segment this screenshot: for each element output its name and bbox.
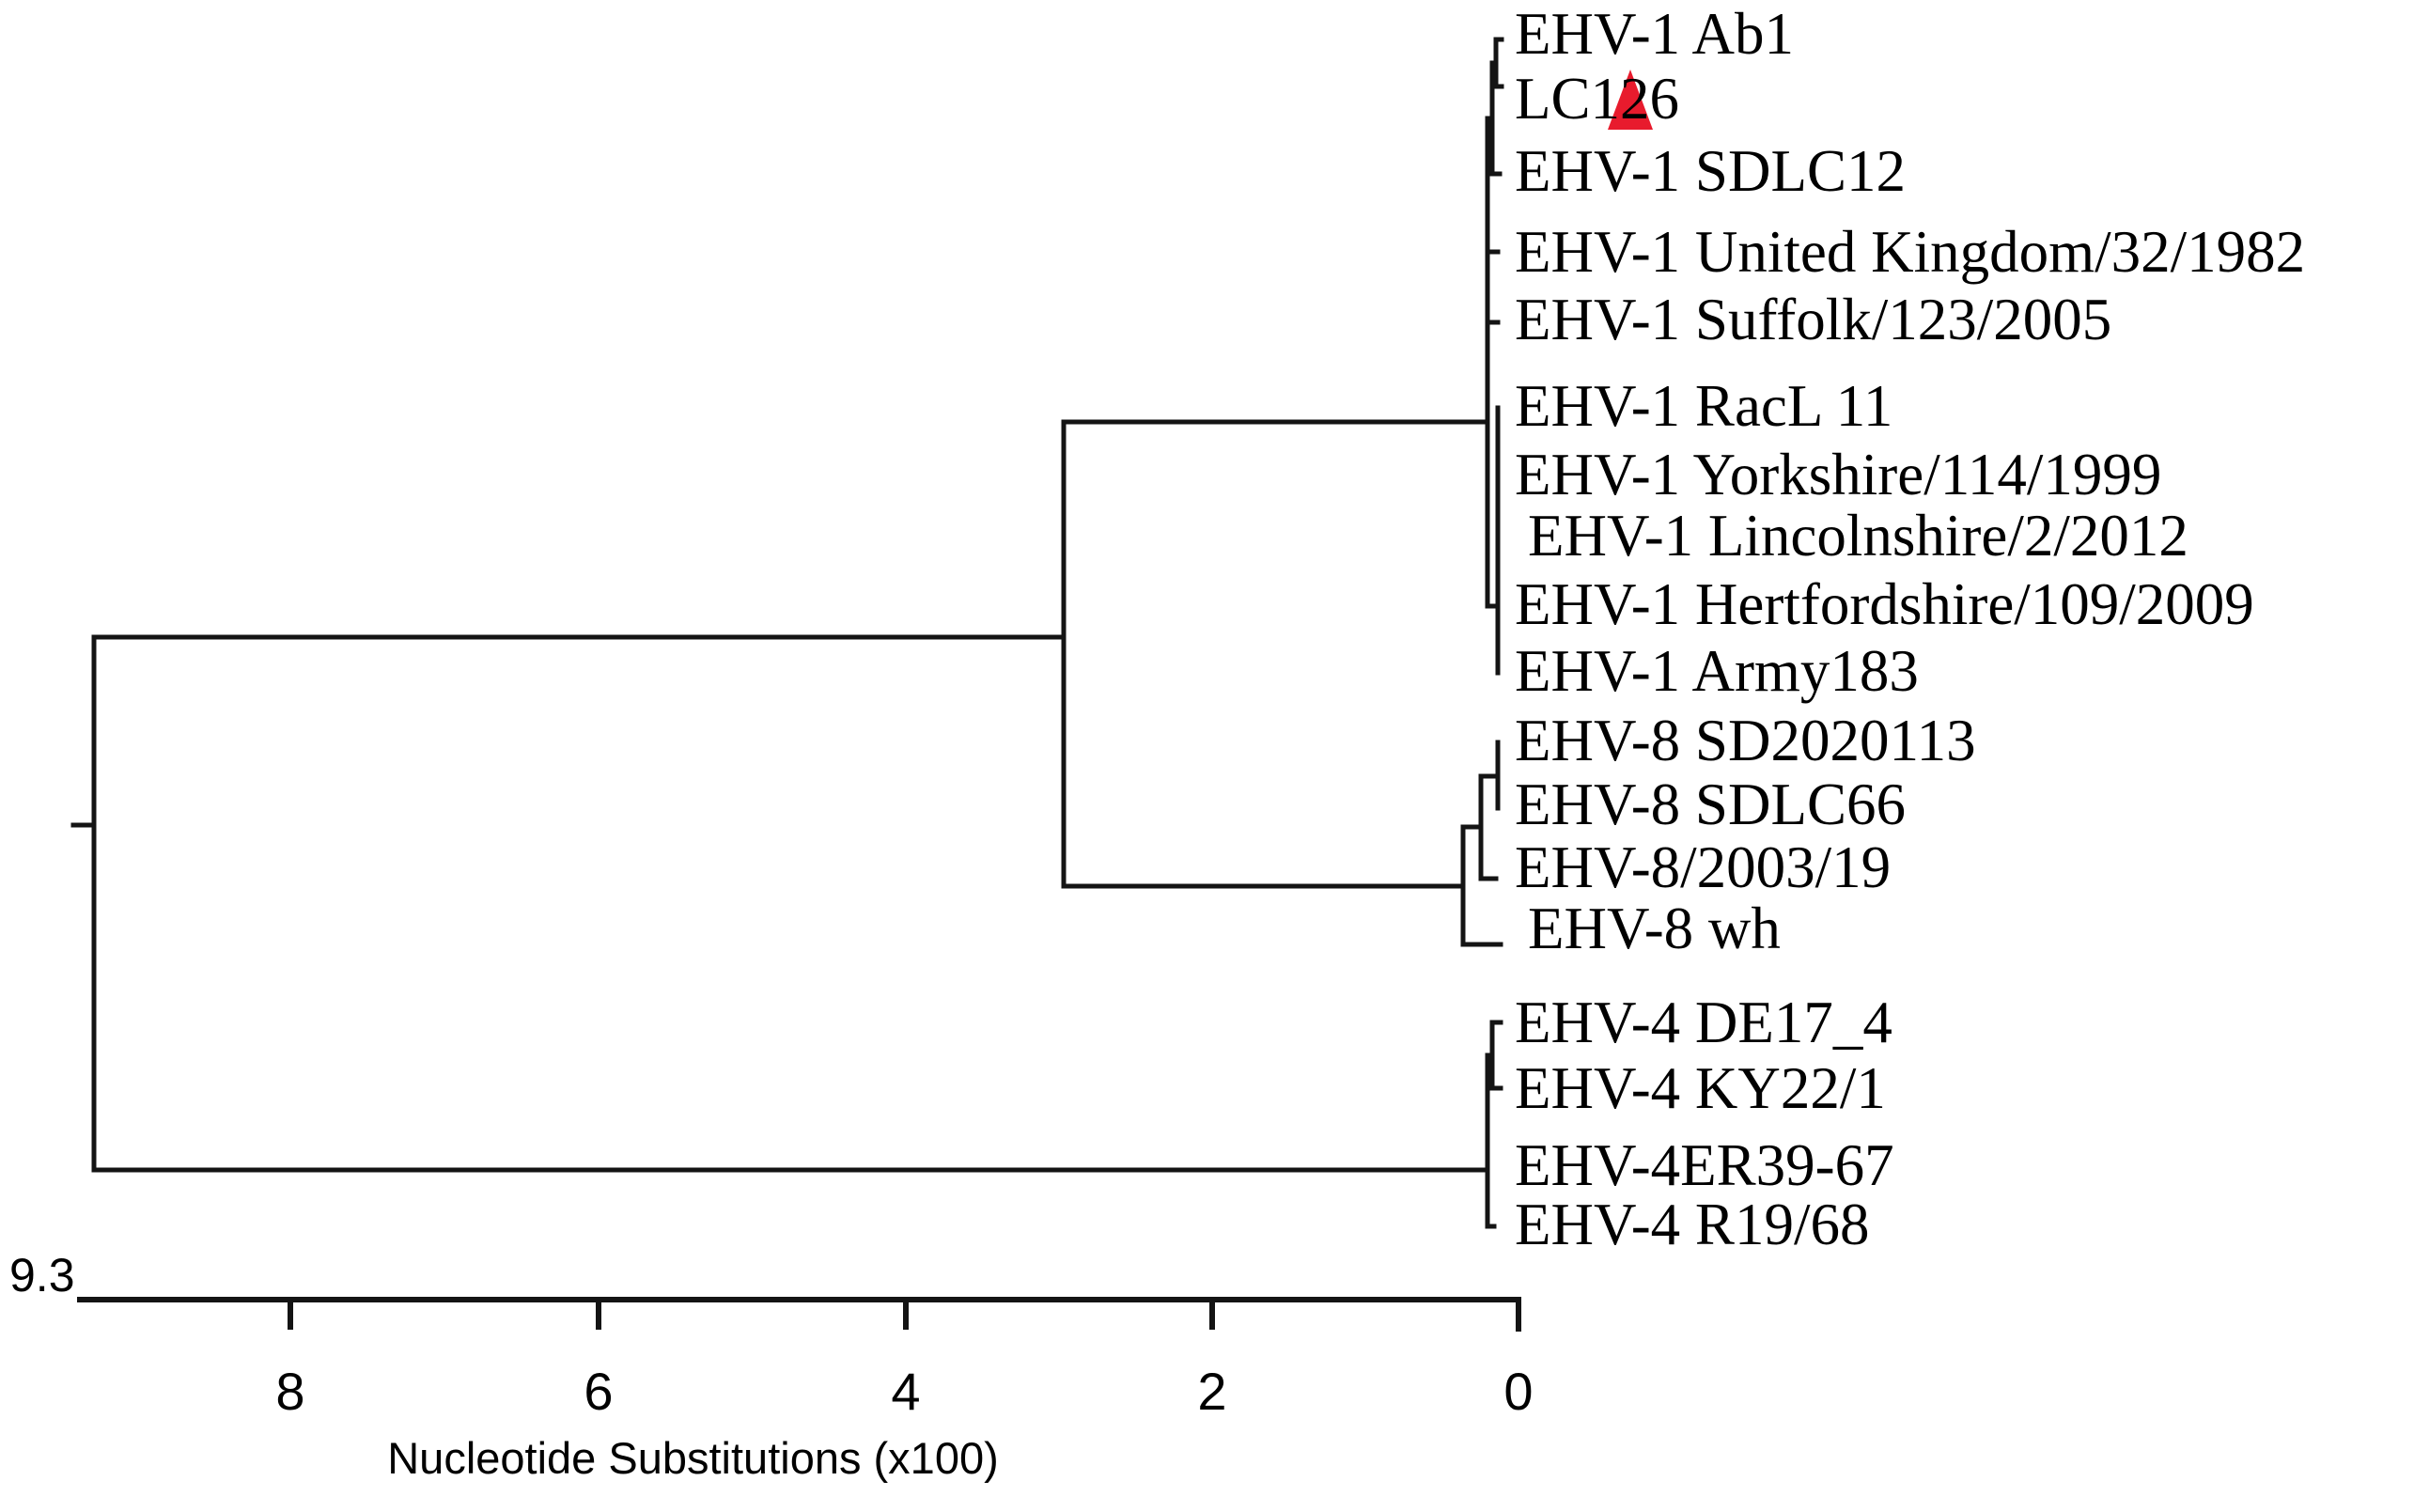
taxon-label-ehv1-yorkshire: EHV-1 Yorkshire/114/1999 bbox=[1515, 442, 2162, 508]
taxon-label-ehv8-2003-19: EHV-8/2003/19 bbox=[1515, 834, 1892, 901]
tree-branch-lines bbox=[70, 37, 1504, 1229]
highlight-triangle-icon bbox=[1608, 70, 1653, 130]
taxon-label-ehv1-army183: EHV-1 Army183 bbox=[1515, 638, 1919, 705]
taxon-label-ehv4-de17-4: EHV-4 DE17_4 bbox=[1515, 990, 1892, 1056]
axis-tick-label-8: 8 bbox=[275, 1362, 305, 1421]
axis-tick-label-0: 0 bbox=[1503, 1362, 1534, 1421]
taxon-label-ehv4-r19-68: EHV-4 R19/68 bbox=[1515, 1192, 1870, 1258]
taxon-label-ehv1-suffolk: EHV-1 Suffolk/123/2005 bbox=[1515, 287, 2112, 353]
taxon-label-lc126: LC126 bbox=[1515, 66, 1680, 132]
axis-tick-label-6: 6 bbox=[584, 1362, 614, 1421]
taxon-label-ehv1-racl11: EHV-1 RacL 11 bbox=[1515, 373, 1893, 440]
taxon-label-ehv8-wh: EHV-8 wh bbox=[1528, 896, 1781, 962]
axis-title: Nucleotide Substitutions (x100) bbox=[387, 1433, 999, 1483]
taxon-label-ehv1-ab1: EHV-1 Ab1 bbox=[1515, 1, 1794, 68]
taxon-label-ehv1-united-kingdom: EHV-1 United Kingdom/32/1982 bbox=[1515, 219, 2306, 286]
scale-axis bbox=[77, 1297, 1521, 1332]
taxon-label-ehv4-ky22-1: EHV-4 KY22/1 bbox=[1515, 1055, 1886, 1122]
taxon-label-ehv1-sdlc12: EHV-1 SDLC12 bbox=[1515, 138, 1906, 205]
taxon-label-ehv8-sdlc66: EHV-8 SDLC66 bbox=[1515, 772, 1906, 838]
axis-tick-label-2: 2 bbox=[1197, 1362, 1227, 1421]
taxon-label-ehv1-hertfordshire: EHV-1 Hertfordshire/109/2009 bbox=[1515, 571, 2254, 638]
axis-tick-label-4: 4 bbox=[891, 1362, 921, 1421]
taxon-label-ehv4-er39-67: EHV-4ER39-67 bbox=[1515, 1132, 1894, 1199]
axis-left-end-value: 9.3 bbox=[9, 1249, 75, 1302]
taxon-label-ehv1-lincolnshire: EHV-1 Lincolnshire/2/2012 bbox=[1528, 503, 2188, 569]
taxon-label-ehv8-sd2020113: EHV-8 SD2020113 bbox=[1515, 708, 1976, 774]
